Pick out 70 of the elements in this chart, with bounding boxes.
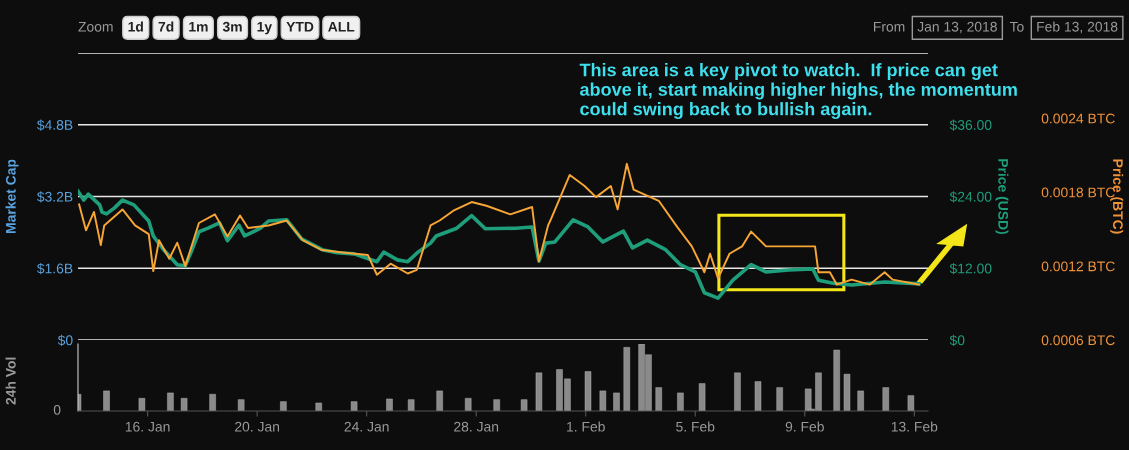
bar [436, 390, 443, 411]
y-tick-label: $1.6B [37, 263, 73, 275]
bar [655, 387, 662, 411]
bar [599, 390, 607, 411]
bar [843, 373, 851, 411]
bar [520, 399, 528, 411]
x-tick-label: 5. Feb [676, 421, 715, 432]
bar [350, 401, 358, 411]
bar [535, 372, 543, 411]
bar [677, 392, 684, 411]
x-tick-label: 24. Jan [344, 421, 389, 432]
bar [623, 347, 631, 411]
x-tick-label: 28. Jan [454, 421, 499, 432]
y-tick-label: $3.2B [37, 191, 73, 203]
bar [167, 392, 174, 411]
text: 1d [128, 21, 143, 32]
bar [280, 401, 287, 411]
text: YTD [286, 21, 314, 32]
bar [138, 398, 146, 411]
annotation: This area is a key pivot to watch. If price can get above it, start making higher highs, the momentum could swing back to bullish again. [579, 63, 1017, 120]
bar [315, 402, 322, 411]
bar [698, 383, 706, 411]
bar [907, 395, 915, 411]
x-tick-label: 20. Jan [235, 421, 280, 432]
y-tick-label: $0 [57, 334, 73, 346]
text: 1y [257, 21, 272, 35]
text: Jan 13, 2018 [917, 21, 997, 34]
text: 3m [222, 21, 242, 32]
y3-tick-label: 0.0006 BTC [1041, 335, 1115, 346]
x-tick-label: 16. Jan [125, 421, 170, 432]
bar [857, 390, 864, 411]
x-tick-label: 9. Feb [785, 421, 824, 432]
bar [882, 387, 890, 411]
x-tick-label: 13. Feb [891, 421, 938, 432]
line-series [78, 162, 920, 286]
y3-tick-label: 0.0018 BTC [1041, 187, 1115, 198]
y2-tick-label: $0 [949, 334, 965, 346]
bar [734, 372, 741, 411]
text: Zoom [78, 21, 113, 32]
bar [833, 349, 840, 411]
bar [804, 388, 812, 411]
y-tick-label: $4.8B [37, 119, 73, 131]
bar [754, 381, 762, 411]
y-axis-title: 24h Vol [5, 357, 16, 405]
y3-tick-label: 0.0024 BTC [1041, 113, 1115, 124]
bar [103, 390, 110, 411]
text: 0 [53, 404, 61, 415]
text: 7d [158, 21, 174, 32]
text: To [1009, 21, 1024, 32]
y3-tick-label: 0.0012 BTC [1041, 261, 1115, 272]
bar [776, 387, 783, 411]
bar [180, 398, 188, 411]
bar [407, 399, 415, 411]
bar [237, 399, 245, 411]
bar [209, 394, 216, 411]
y2-axis-title: Price (USD) [995, 159, 1009, 235]
text: From [873, 21, 905, 32]
bar [386, 398, 393, 411]
text: Feb 13, 2018 [1037, 21, 1118, 34]
y2-tick-label: $36.00 [949, 119, 992, 131]
bar [584, 371, 592, 411]
y2-tick-label: $24.00 [949, 191, 992, 203]
bar [493, 399, 500, 411]
text: 1m [189, 21, 208, 32]
text: ALL [328, 21, 355, 32]
bar [464, 398, 472, 411]
y2-tick-label: $12.00 [949, 263, 992, 275]
y-axis-title: Market Cap [5, 159, 19, 233]
x-tick-label: 1. Feb [567, 421, 605, 432]
bar [613, 392, 620, 411]
